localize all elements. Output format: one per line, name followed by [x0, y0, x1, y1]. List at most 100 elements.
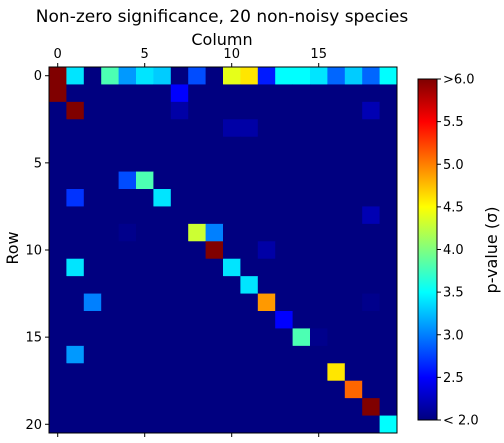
heatmap-cell	[153, 293, 172, 312]
heatmap-cell	[153, 84, 172, 103]
heatmap-cell	[101, 258, 119, 277]
colorbar	[417, 78, 438, 421]
heatmap-cell	[136, 276, 154, 294]
heatmap-cell	[188, 206, 206, 225]
heatmap-cell	[240, 363, 259, 382]
heatmap-cell	[83, 241, 102, 260]
heatmap-cell	[188, 84, 206, 103]
heatmap-cell	[153, 223, 172, 242]
heatmap-cell	[344, 398, 363, 416]
heatmap-cell	[118, 363, 137, 382]
heatmap-cell	[153, 101, 172, 120]
heatmap-cell	[83, 206, 102, 225]
heatmap-cell	[118, 258, 137, 277]
heatmap-cell	[327, 101, 346, 120]
heatmap-cell	[153, 415, 172, 434]
heatmap-cell	[327, 276, 346, 294]
heatmap-cell	[362, 415, 380, 434]
heatmap-cell	[240, 101, 259, 120]
heatmap-cell	[66, 363, 85, 382]
heatmap-cell	[379, 119, 398, 138]
heatmap-cell	[83, 415, 102, 434]
heatmap-cell	[101, 119, 119, 138]
heatmap-cell	[83, 67, 102, 85]
heatmap-cell	[136, 415, 154, 434]
heatmap-cell	[153, 171, 172, 190]
heatmap-cell	[118, 311, 137, 329]
heatmap-cell	[257, 398, 276, 416]
heatmap-cell	[188, 380, 206, 399]
heatmap-cell	[257, 276, 276, 294]
heatmap-cell	[257, 189, 276, 207]
y-axis-label: Row	[3, 231, 22, 264]
heatmap-cell	[118, 380, 137, 399]
heatmap-cell	[66, 380, 85, 399]
heatmap-cell	[83, 380, 102, 399]
heatmap-cell	[205, 101, 224, 120]
heatmap-cell	[240, 398, 259, 416]
heatmap-cell	[379, 415, 398, 434]
heatmap-cell	[118, 223, 137, 242]
heatmap-cell	[310, 84, 328, 103]
heatmap-cell	[362, 328, 380, 347]
heatmap-cell	[66, 189, 85, 207]
heatmap-cell	[136, 101, 154, 120]
heatmap-cell	[136, 119, 154, 138]
heatmap-cell	[170, 258, 189, 277]
heatmap-cell	[344, 189, 363, 207]
heatmap-cell	[188, 241, 206, 260]
heatmap-cell	[83, 171, 102, 190]
heatmap-cell	[292, 311, 311, 329]
heatmap-cell	[240, 276, 259, 294]
heatmap-cell	[257, 258, 276, 277]
heatmap-cell	[49, 84, 67, 103]
heatmap-cell	[170, 345, 189, 364]
heatmap-cell	[379, 276, 398, 294]
heatmap-cell	[153, 67, 172, 85]
heatmap-cell	[66, 415, 85, 434]
heatmap-cell	[205, 258, 224, 277]
heatmap-cell	[327, 380, 346, 399]
heatmap-cell	[379, 189, 398, 207]
heatmap-cell	[327, 293, 346, 312]
heatmap-cell	[257, 136, 276, 155]
heatmap-cell	[170, 189, 189, 207]
heatmap-cell	[257, 311, 276, 329]
heatmap-cell	[327, 119, 346, 138]
heatmap-cell	[379, 67, 398, 85]
heatmap-cell	[223, 380, 241, 399]
heatmap-cell	[170, 398, 189, 416]
heatmap-cell	[379, 345, 398, 364]
heatmap-cell	[83, 136, 102, 155]
heatmap-cell	[170, 136, 189, 155]
heatmap-cell	[310, 67, 328, 85]
heatmap-cell	[188, 189, 206, 207]
heatmap-cell	[188, 258, 206, 277]
heatmap-cell	[83, 398, 102, 416]
heatmap-cell	[136, 398, 154, 416]
heatmap-cell	[275, 171, 293, 190]
heatmap-cell	[310, 328, 328, 347]
heatmap-cell	[188, 119, 206, 138]
heatmap-cell	[223, 328, 241, 347]
heatmap-cell	[83, 258, 102, 277]
heatmap-cell	[153, 189, 172, 207]
heatmap-cell	[292, 189, 311, 207]
heatmap-cell	[344, 345, 363, 364]
heatmap-cell	[49, 154, 67, 172]
heatmap-cell	[275, 398, 293, 416]
heatmap-cell	[118, 101, 137, 120]
heatmap-cell	[257, 415, 276, 434]
heatmap-cell	[310, 119, 328, 138]
heatmap-cell	[310, 241, 328, 260]
heatmap-cell	[153, 380, 172, 399]
colorbar-tick-label: 4.0	[443, 243, 464, 258]
heatmap-cell	[362, 380, 380, 399]
heatmap-cell	[275, 101, 293, 120]
heatmap-cell	[257, 154, 276, 172]
heatmap-cell	[118, 345, 137, 364]
heatmap-cell	[49, 276, 67, 294]
heatmap-cell	[327, 328, 346, 347]
heatmap-cell	[205, 293, 224, 312]
heatmap-cell	[292, 398, 311, 416]
